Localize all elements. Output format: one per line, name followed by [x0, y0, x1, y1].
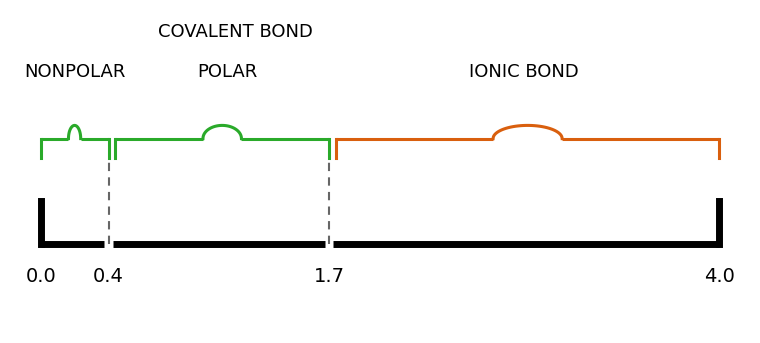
Text: IONIC BOND: IONIC BOND	[470, 63, 579, 81]
Text: 4.0: 4.0	[704, 267, 735, 286]
Text: NONPOLAR: NONPOLAR	[24, 63, 125, 81]
Text: COVALENT BOND: COVALENT BOND	[158, 23, 313, 41]
Text: 0.4: 0.4	[93, 267, 124, 286]
Text: 0.0: 0.0	[25, 267, 56, 286]
Text: POLAR: POLAR	[197, 63, 258, 81]
Text: 1.7: 1.7	[314, 267, 344, 286]
